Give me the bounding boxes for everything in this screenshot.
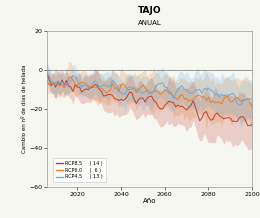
X-axis label: Año: Año bbox=[143, 198, 156, 204]
Text: ANUAL: ANUAL bbox=[138, 20, 161, 26]
Y-axis label: Cambio en nº de días de helada: Cambio en nº de días de helada bbox=[22, 65, 27, 153]
Legend: RCP8.5     ( 14 ), RCP6.0     (  6 ), RCP4.5     ( 13 ): RCP8.5 ( 14 ), RCP6.0 ( 6 ), RCP4.5 ( 13… bbox=[53, 158, 106, 182]
Text: TAJO: TAJO bbox=[138, 6, 161, 15]
